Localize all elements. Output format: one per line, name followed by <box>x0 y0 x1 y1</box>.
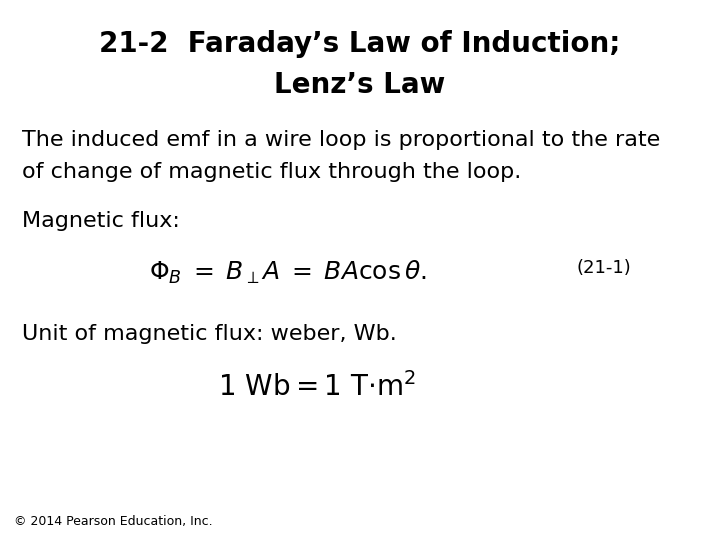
Text: (21-1): (21-1) <box>576 259 631 277</box>
Text: Lenz’s Law: Lenz’s Law <box>274 71 446 99</box>
Text: © 2014 Pearson Education, Inc.: © 2014 Pearson Education, Inc. <box>14 515 213 528</box>
Text: $\Phi_B \;=\; B_\perp A \;=\; BA\cos\theta.$: $\Phi_B \;=\; B_\perp A \;=\; BA\cos\the… <box>149 259 427 286</box>
Text: The induced emf in a wire loop is proportional to the rate: The induced emf in a wire loop is propor… <box>22 130 660 150</box>
Text: 21-2  Faraday’s Law of Induction;: 21-2 Faraday’s Law of Induction; <box>99 30 621 58</box>
Text: of change of magnetic flux through the loop.: of change of magnetic flux through the l… <box>22 162 521 182</box>
Text: Unit of magnetic flux: weber, Wb.: Unit of magnetic flux: weber, Wb. <box>22 324 396 344</box>
Text: Magnetic flux:: Magnetic flux: <box>22 211 179 231</box>
Text: $1\ \mathrm{Wb} = 1\ \mathrm{T}{\cdot}\mathrm{m}^2$: $1\ \mathrm{Wb} = 1\ \mathrm{T}{\cdot}\m… <box>218 373 415 402</box>
